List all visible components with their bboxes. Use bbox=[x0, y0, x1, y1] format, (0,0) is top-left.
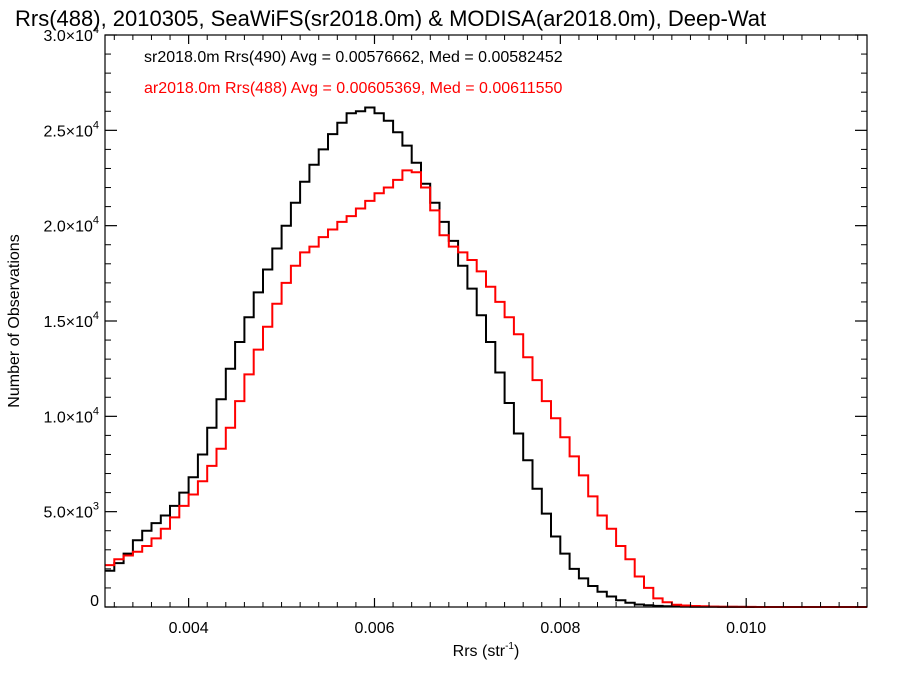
y-tick-label: 2.5×104 bbox=[43, 119, 99, 140]
y-tick-mantissa: 2.5×10 bbox=[43, 123, 92, 140]
y-tick-label: 1.5×104 bbox=[43, 310, 99, 331]
y-tick-exponent: 3 bbox=[93, 501, 99, 513]
y-tick-exponent: 4 bbox=[93, 24, 99, 36]
chart-title: Rrs(488), 2010305, SeaWiFS(sr2018.0m) & … bbox=[15, 6, 766, 31]
y-tick-label: 3.0×104 bbox=[43, 24, 99, 45]
y-tick-label: 0 bbox=[90, 593, 99, 610]
y-tick-exponent: 4 bbox=[93, 405, 99, 417]
legend: sr2018.0m Rrs(490) Avg = 0.00576662, Med… bbox=[144, 49, 563, 97]
y-tick-mantissa: 0 bbox=[90, 593, 99, 610]
plot-area bbox=[104, 34, 868, 608]
series-layer bbox=[105, 106, 867, 608]
x-axis-ticks: 0.004 0.006 0.008 0.010 bbox=[113, 35, 859, 637]
x-tick-label: 0.006 bbox=[354, 620, 394, 637]
series-line-sr2018 bbox=[105, 106, 867, 608]
y-tick-mantissa: 1.5×10 bbox=[43, 314, 92, 331]
y-tick-exponent: 4 bbox=[93, 310, 99, 322]
y-tick-mantissa: 1.0×10 bbox=[43, 409, 92, 426]
y-tick-exponent: 4 bbox=[93, 215, 99, 227]
x-axis-label-superscript: -1 bbox=[505, 641, 514, 652]
y-axis-label: Number of Observations bbox=[6, 234, 23, 407]
y-axis-ticks: 05.0×1031.0×1041.5×1042.0×1042.5×1043.0×… bbox=[43, 24, 867, 610]
y-tick-exponent: 4 bbox=[93, 119, 99, 131]
y-tick-label: 2.0×104 bbox=[43, 215, 99, 236]
legend-entry-ar2018: ar2018.0m Rrs(488) Avg = 0.00605369, Med… bbox=[144, 80, 562, 97]
series-line-ar2018 bbox=[105, 169, 867, 608]
y-tick-label: 1.0×104 bbox=[43, 405, 99, 426]
x-axis-label-end: ) bbox=[514, 643, 519, 660]
y-tick-mantissa: 2.0×10 bbox=[43, 219, 92, 236]
x-axis-label: Rrs (str-1) bbox=[453, 641, 520, 660]
x-tick-label: 0.010 bbox=[726, 620, 766, 637]
x-tick-label: 0.008 bbox=[540, 620, 580, 637]
x-axis-label-text: Rrs (str bbox=[453, 643, 506, 660]
y-tick-mantissa: 3.0×10 bbox=[43, 28, 92, 45]
y-tick-label: 5.0×103 bbox=[43, 501, 99, 522]
x-tick-label: 0.004 bbox=[169, 620, 209, 637]
y-tick-mantissa: 5.0×10 bbox=[43, 505, 92, 522]
legend-entry-sr2018: sr2018.0m Rrs(490) Avg = 0.00576662, Med… bbox=[144, 49, 563, 66]
